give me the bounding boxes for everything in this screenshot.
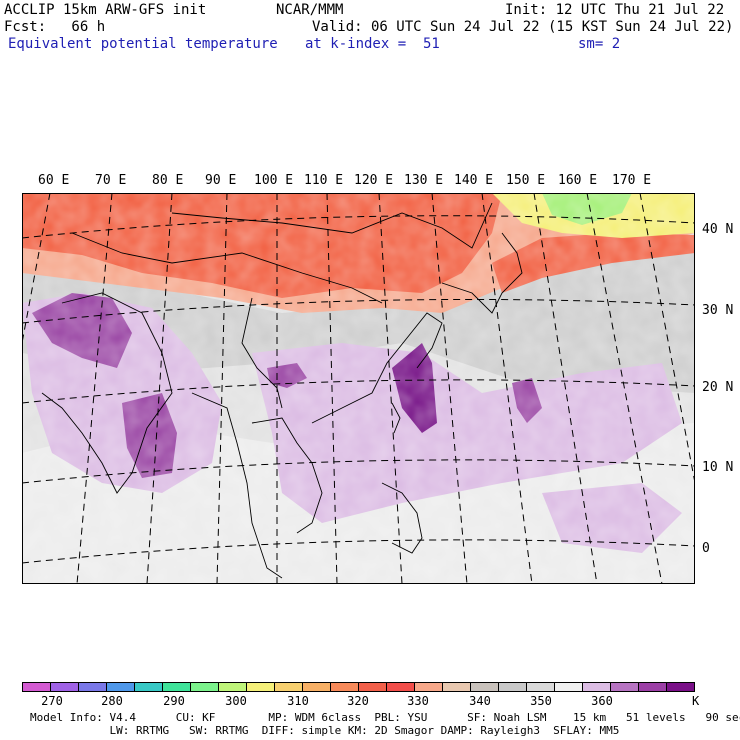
coastlines	[41, 202, 523, 579]
smoothing-info: sm= 2	[578, 36, 621, 52]
init-time: Init: 12 UTC Thu 21 Jul 22	[505, 2, 725, 18]
lon-label-100e: 100 E	[254, 173, 294, 188]
model-info-line1: Model Info: V4.4 CU: KF MP: WDM 6class P…	[30, 711, 740, 724]
forecast-hour: Fcst: 66 h	[4, 19, 106, 35]
organization: NCAR/MMM	[276, 2, 344, 18]
lon-label-120e: 120 E	[354, 173, 394, 188]
legend-swatch-17	[499, 683, 527, 691]
legend-swatch-7	[219, 683, 247, 691]
lat-label-0: 0	[702, 541, 710, 556]
lon-label-110e: 110 E	[304, 173, 344, 188]
legend-swatch-11	[331, 683, 359, 691]
lon-label-130e: 130 E	[404, 173, 444, 188]
texture-overlay	[22, 193, 695, 584]
legend-swatch-23	[667, 683, 694, 691]
lon-label-170e: 170 E	[612, 173, 652, 188]
legend-swatch-19	[555, 683, 583, 691]
legend-tick-350: 350	[530, 694, 552, 708]
lon-label-140e: 140 E	[454, 173, 494, 188]
legend-swatch-6	[191, 683, 219, 691]
legend-tick-360: 360	[591, 694, 613, 708]
legend-swatch-2	[79, 683, 107, 691]
legend-tick-290: 290	[163, 694, 185, 708]
lon-label-90e: 90 E	[205, 173, 237, 188]
equivalent-potential-temperature-map	[22, 193, 695, 584]
legend-tick-280: 280	[101, 694, 123, 708]
graticule	[22, 193, 695, 584]
valid-time: Valid: 06 UTC Sun 24 Jul 22 (15 KST Sun …	[312, 19, 734, 35]
model-info-line2: LW: RRTMG SW: RRTMG DIFF: simple KM: 2D …	[30, 724, 620, 737]
lat-label-30n: 30 N	[702, 303, 734, 318]
model-title: ACCLIP 15km ARW-GFS init	[4, 2, 207, 18]
lon-label-60e: 60 E	[38, 173, 70, 188]
legend-swatch-10	[303, 683, 331, 691]
legend-swatch-9	[275, 683, 303, 691]
legend-swatch-3	[107, 683, 135, 691]
level-info: at k-index = 51	[305, 36, 440, 52]
legend-swatch-4	[135, 683, 163, 691]
legend-tick-320: 320	[347, 694, 369, 708]
legend-swatch-0	[23, 683, 51, 691]
legend-swatch-12	[359, 683, 387, 691]
legend-swatch-15	[443, 683, 471, 691]
legend-tick-340: 340	[469, 694, 491, 708]
legend-swatch-14	[415, 683, 443, 691]
legend-tick-310: 310	[287, 694, 309, 708]
legend-swatch-22	[639, 683, 667, 691]
legend-tick-270: 270	[41, 694, 63, 708]
legend-swatch-18	[527, 683, 555, 691]
legend-swatch-8	[247, 683, 275, 691]
legend-swatch-20	[583, 683, 611, 691]
legend-swatch-5	[163, 683, 191, 691]
lon-label-150e: 150 E	[506, 173, 546, 188]
legend-unit: K	[692, 694, 700, 708]
legend-swatch-1	[51, 683, 79, 691]
legend-tick-330: 330	[407, 694, 429, 708]
lat-label-40n: 40 N	[702, 222, 734, 237]
color-scale-bar	[22, 682, 695, 692]
legend-swatch-16	[471, 683, 499, 691]
lon-label-160e: 160 E	[558, 173, 598, 188]
lat-label-10n: 10 N	[702, 460, 734, 475]
lon-label-80e: 80 E	[152, 173, 184, 188]
field-name: Equivalent potential temperature	[8, 36, 278, 52]
legend-swatch-21	[611, 683, 639, 691]
lon-label-70e: 70 E	[95, 173, 127, 188]
legend-swatch-13	[387, 683, 415, 691]
legend-tick-300: 300	[225, 694, 247, 708]
lat-label-20n: 20 N	[702, 380, 734, 395]
